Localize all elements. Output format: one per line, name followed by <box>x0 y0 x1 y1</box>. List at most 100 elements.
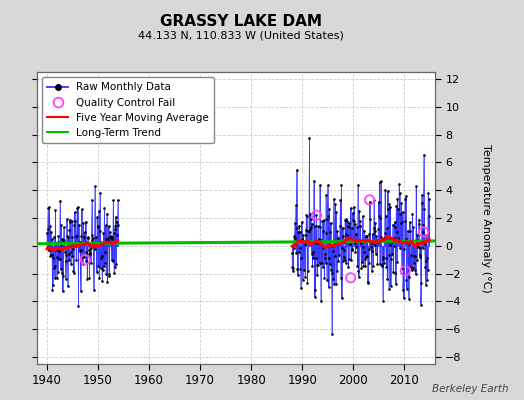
Text: GRASSY LAKE DAM: GRASSY LAKE DAM <box>160 14 322 29</box>
Point <box>356 222 364 229</box>
Point <box>339 233 347 239</box>
Point <box>57 266 65 273</box>
Point <box>348 210 357 216</box>
Point <box>72 233 81 239</box>
Point <box>113 232 121 238</box>
Point <box>54 232 62 239</box>
Point <box>91 183 99 189</box>
Point <box>357 265 366 271</box>
Point <box>396 245 404 252</box>
Point <box>333 228 342 234</box>
Point <box>408 240 416 246</box>
Point <box>415 216 423 223</box>
Point <box>47 252 56 258</box>
Point <box>410 260 418 266</box>
Point <box>45 204 53 210</box>
Point <box>100 263 108 269</box>
Point <box>74 222 83 228</box>
Point <box>399 271 408 278</box>
Point <box>312 255 320 261</box>
Point <box>409 265 417 272</box>
Point <box>324 284 333 290</box>
Point <box>364 280 372 286</box>
Point <box>304 228 313 234</box>
Point <box>406 228 414 234</box>
Point <box>330 253 339 260</box>
Point <box>60 237 69 244</box>
Point <box>83 234 92 241</box>
Point <box>385 286 393 293</box>
Point <box>305 226 314 232</box>
Point <box>74 303 83 310</box>
Point <box>99 240 107 246</box>
Point <box>371 228 379 234</box>
Point <box>56 256 64 262</box>
Point <box>378 262 386 268</box>
Point <box>412 237 421 243</box>
Point <box>367 267 376 274</box>
Point <box>94 263 103 269</box>
Point <box>289 265 298 272</box>
Point <box>300 238 309 244</box>
Point <box>323 182 332 188</box>
Point <box>310 294 319 300</box>
Point <box>336 197 345 203</box>
Point <box>367 240 375 246</box>
Point <box>303 280 311 287</box>
Point <box>388 251 397 258</box>
Point <box>328 331 336 338</box>
Point <box>90 240 99 246</box>
Point <box>370 197 378 203</box>
Point <box>416 252 424 258</box>
Point <box>423 277 431 283</box>
Point <box>114 196 122 203</box>
Point <box>318 218 326 224</box>
Point <box>319 244 327 251</box>
Point <box>308 263 316 270</box>
Point <box>375 212 384 219</box>
Point <box>383 276 391 282</box>
Point <box>301 232 310 239</box>
Point <box>411 271 420 277</box>
Point <box>64 250 73 257</box>
Point <box>373 239 381 245</box>
Point <box>103 210 111 217</box>
Point <box>97 255 105 261</box>
Point <box>105 272 114 279</box>
Point <box>392 203 400 209</box>
Point <box>288 250 296 256</box>
Point <box>110 230 118 236</box>
Point <box>52 246 60 253</box>
Point <box>99 266 107 273</box>
Point <box>305 228 313 234</box>
Point <box>395 236 403 243</box>
Point <box>294 229 302 235</box>
Point <box>54 256 63 262</box>
Point <box>413 232 422 238</box>
Point <box>66 219 74 226</box>
Point <box>92 269 101 275</box>
Point <box>105 270 113 277</box>
Point <box>49 282 57 288</box>
Point <box>84 235 92 242</box>
Point <box>112 214 120 220</box>
Point <box>61 276 70 282</box>
Point <box>369 225 378 231</box>
Point <box>312 240 321 246</box>
Point <box>88 197 96 203</box>
Point <box>402 285 411 292</box>
Point <box>93 214 101 221</box>
Point <box>380 260 388 266</box>
Point <box>80 254 89 260</box>
Point <box>328 270 336 276</box>
Point <box>353 238 361 244</box>
Point <box>424 213 433 219</box>
Point <box>402 276 411 283</box>
Point <box>368 240 376 246</box>
Point <box>414 220 423 227</box>
Point <box>349 217 357 224</box>
Point <box>402 193 410 199</box>
Point <box>345 223 354 230</box>
Point <box>389 268 397 275</box>
Point <box>368 230 377 237</box>
